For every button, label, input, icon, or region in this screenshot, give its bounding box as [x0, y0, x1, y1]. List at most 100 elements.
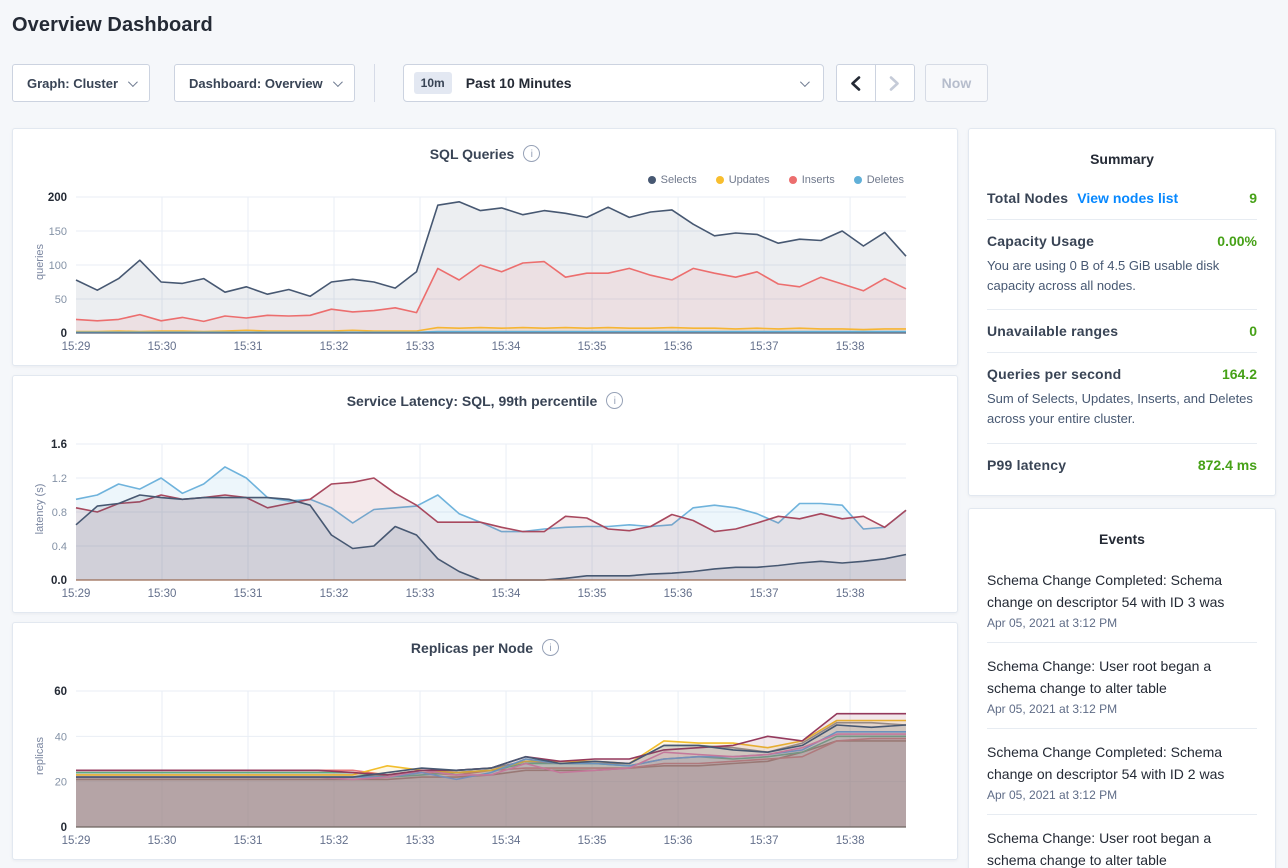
summary-label: Queries per second [987, 366, 1122, 383]
svg-text:15:36: 15:36 [664, 835, 693, 847]
legend-item: Updates [715, 174, 770, 186]
summary-row-capacity-usage: Capacity Usage 0.00% You are using 0 B o… [987, 220, 1257, 311]
svg-text:15:30: 15:30 [148, 588, 177, 600]
summary-label: Capacity Usage [987, 233, 1095, 249]
summary-row-p99-latency: P99 latency 872.4 ms [987, 444, 1257, 479]
svg-text:15:36: 15:36 [664, 588, 693, 600]
event-message: Schema Change Completed: Schema change o… [987, 571, 1225, 610]
sidebar: Summary Total Nodes View nodes list 9 Ca… [968, 128, 1276, 868]
svg-text:15:35: 15:35 [578, 588, 607, 600]
event-message: Schema Change Completed: Schema change o… [987, 743, 1225, 782]
svg-text:15:37: 15:37 [750, 341, 779, 353]
time-range-badge: 10m [413, 72, 452, 94]
time-range-label: Past 10 Minutes [465, 75, 572, 91]
event-item: Schema Change Completed: Schema change o… [987, 729, 1257, 815]
event-item: Schema Change: User root began a schema … [987, 643, 1257, 729]
summary-title: Summary [1090, 151, 1154, 167]
svg-text:200: 200 [48, 192, 67, 204]
chevron-down-icon [332, 76, 343, 87]
now-button[interactable]: Now [924, 64, 989, 102]
chart-header: Replicas per Node [13, 623, 957, 656]
svg-text:15:34: 15:34 [492, 341, 521, 353]
chart-title: Replicas per Node [410, 639, 534, 656]
svg-text:15:37: 15:37 [750, 835, 779, 847]
svg-text:15:35: 15:35 [578, 341, 607, 353]
chart-title: Service Latency: SQL, 99th percentile [346, 392, 598, 409]
svg-text:15:29: 15:29 [62, 588, 91, 600]
time-pager [835, 64, 915, 102]
next-time-button[interactable] [874, 64, 915, 102]
event-item: Schema Change Completed: Schema change o… [987, 557, 1257, 643]
legend-dot-icon [853, 176, 862, 184]
chart-header: Service Latency: SQL, 99th percentile [13, 376, 957, 409]
svg-text:15:29: 15:29 [62, 835, 91, 847]
svg-text:15:33: 15:33 [406, 588, 435, 600]
svg-text:15:38: 15:38 [836, 588, 865, 600]
svg-text:15:38: 15:38 [836, 835, 865, 847]
chart-body: replicas 0 20 40 60 15:29 15:30 15:31 15:32 15:3… [13, 685, 957, 857]
chevron-down-icon [799, 76, 810, 87]
service-latency-plot[interactable]: 0.0 0.4 0.8 1.2 1.6 15:29 15:30 15:31 15:32 15:33… [13, 438, 958, 610]
chevron-right-icon [889, 75, 899, 91]
prev-time-button[interactable] [835, 64, 876, 102]
legend-item: Deletes [853, 174, 904, 186]
event-timestamp: Apr 05, 2021 at 3:12 PM [987, 701, 1118, 716]
chart-body: latency (s) 0.0 0.4 0.8 1.2 1.6 15:29 15:30 15:… [13, 438, 957, 610]
time-range-selector[interactable]: 10m Past 10 Minutes [402, 64, 824, 102]
sql-queries-plot[interactable]: 0 50 100 150 200 15:29 15:30 15:31 15:32 15:33 15:… [13, 191, 958, 363]
legend-dot-icon [788, 176, 797, 184]
svg-text:15:34: 15:34 [492, 588, 521, 600]
service-latency-chart-card: Service Latency: SQL, 99th percentile la… [12, 375, 958, 613]
event-message: Schema Change: User root began a schema … [987, 829, 1212, 868]
legend-dot-icon [647, 176, 656, 184]
sql-queries-chart-card: SQL Queries Selects Updates Inserts Deletes… [12, 128, 958, 366]
svg-text:0.8: 0.8 [52, 507, 67, 519]
svg-text:15:32: 15:32 [320, 341, 349, 353]
svg-text:100: 100 [49, 260, 67, 272]
replicas-per-node-plot[interactable]: 0 20 40 60 15:29 15:30 15:31 15:32 15:33 15:34 15:… [13, 685, 958, 857]
svg-text:1.2: 1.2 [52, 473, 67, 485]
charts-column: SQL Queries Selects Updates Inserts Deletes… [12, 128, 958, 868]
svg-text:15:37: 15:37 [750, 588, 779, 600]
dashboard-dropdown-label: Dashboard: Overview [189, 75, 323, 91]
summary-row-unavailable-ranges: Unavailable ranges 0 [987, 310, 1257, 354]
chart-body: queries 0 50 100 150 200 15:29 15:30 15:31 15:32… [13, 191, 957, 363]
svg-text:15:38: 15:38 [836, 341, 865, 353]
info-icon[interactable] [523, 145, 541, 162]
info-icon[interactable] [542, 639, 560, 656]
svg-text:15:30: 15:30 [148, 835, 177, 847]
chevron-down-icon [127, 76, 138, 87]
summary-value: 0.00% [1217, 233, 1257, 249]
graph-dropdown[interactable]: Graph: Cluster [12, 64, 151, 102]
summary-value: 0 [1249, 323, 1257, 340]
svg-text:15:32: 15:32 [320, 588, 349, 600]
summary-description: Sum of Selects, Updates, Inserts, and De… [987, 391, 1253, 427]
dashboard-dropdown[interactable]: Dashboard: Overview [174, 64, 355, 102]
summary-row-queries-per-second: Queries per second 164.2 Sum of Selects,… [987, 353, 1257, 444]
chart-title: SQL Queries [429, 145, 515, 162]
event-timestamp: Apr 05, 2021 at 3:12 PM [987, 787, 1118, 802]
svg-text:15:36: 15:36 [664, 341, 693, 353]
svg-text:0: 0 [61, 328, 67, 340]
svg-text:60: 60 [54, 686, 67, 698]
svg-text:15:33: 15:33 [406, 341, 435, 353]
page-title: Overview Dashboard [12, 14, 213, 36]
info-icon[interactable] [606, 392, 624, 409]
legend-item: Selects [647, 174, 697, 186]
y-axis-label: latency (s) [34, 483, 46, 535]
view-nodes-link[interactable]: View nodes list [1077, 190, 1179, 206]
svg-text:0: 0 [61, 822, 67, 834]
event-message: Schema Change: User root began a schema … [987, 657, 1212, 696]
summary-value: 872.4 ms [1197, 456, 1257, 473]
summary-label: Total Nodes [987, 190, 1069, 206]
y-axis-label: queries [34, 243, 46, 281]
svg-text:1.6: 1.6 [51, 439, 67, 451]
main-content: SQL Queries Selects Updates Inserts Deletes… [12, 128, 1276, 868]
graph-dropdown-label: Graph: Cluster [27, 75, 119, 91]
legend-dot-icon [715, 176, 724, 184]
svg-text:15:31: 15:31 [234, 588, 263, 600]
svg-text:15:35: 15:35 [578, 835, 607, 847]
svg-text:15:29: 15:29 [62, 341, 91, 353]
summary-value: 9 [1249, 190, 1257, 206]
svg-text:50: 50 [55, 294, 67, 306]
